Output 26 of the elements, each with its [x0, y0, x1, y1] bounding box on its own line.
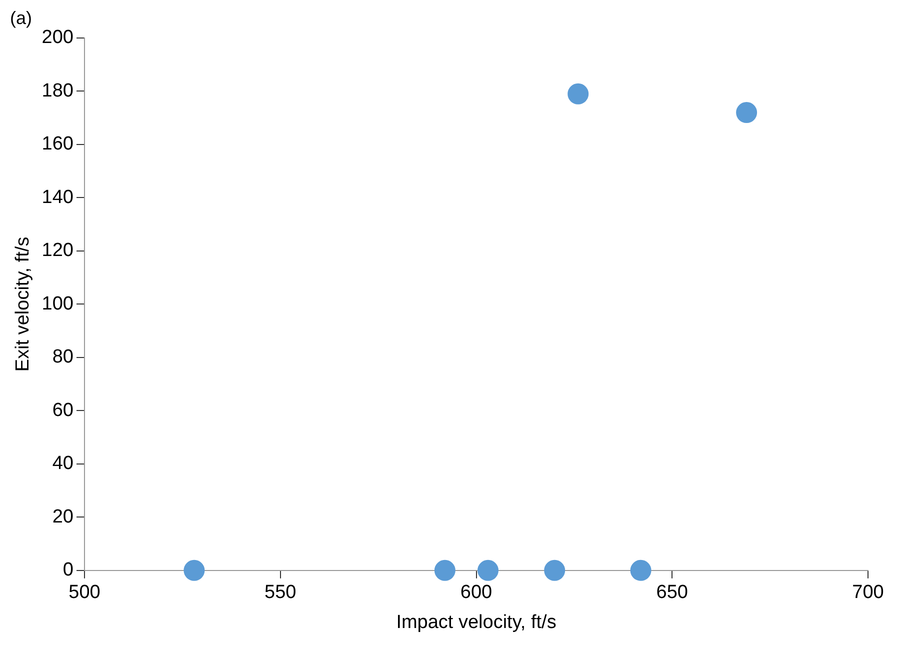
point	[736, 102, 758, 124]
x-tick-label: 600	[460, 582, 492, 604]
x-axis-title: Impact velocity, ft/s	[396, 612, 556, 633]
y-tick-label: 100	[42, 293, 74, 314]
y-tick-label: 40	[52, 453, 74, 474]
text: (a)	[10, 8, 32, 29]
y-tick-label: 180	[42, 80, 74, 102]
point	[434, 560, 456, 581]
y-tick-label: 160	[42, 134, 74, 155]
y-tick-label: 140	[42, 186, 74, 208]
y-tick-label: 60	[52, 400, 74, 421]
point	[478, 560, 499, 581]
point	[544, 560, 566, 581]
y-tick-label: 80	[52, 346, 74, 368]
y-tick-label: 200	[42, 27, 74, 48]
y-tick-label: 0	[62, 560, 74, 581]
point	[630, 560, 652, 581]
point	[184, 560, 205, 581]
x-tick-label: 700	[852, 582, 884, 604]
x-tick-label: 650	[656, 582, 688, 604]
point	[568, 83, 589, 104]
y-tick-label: 20	[52, 506, 74, 528]
y-axis-title: Exit velocity, ft/s	[12, 236, 34, 372]
y-tick-label: 120	[42, 240, 74, 262]
x-tick-label: 550	[264, 582, 296, 604]
x-tick-label: 500	[68, 582, 100, 604]
